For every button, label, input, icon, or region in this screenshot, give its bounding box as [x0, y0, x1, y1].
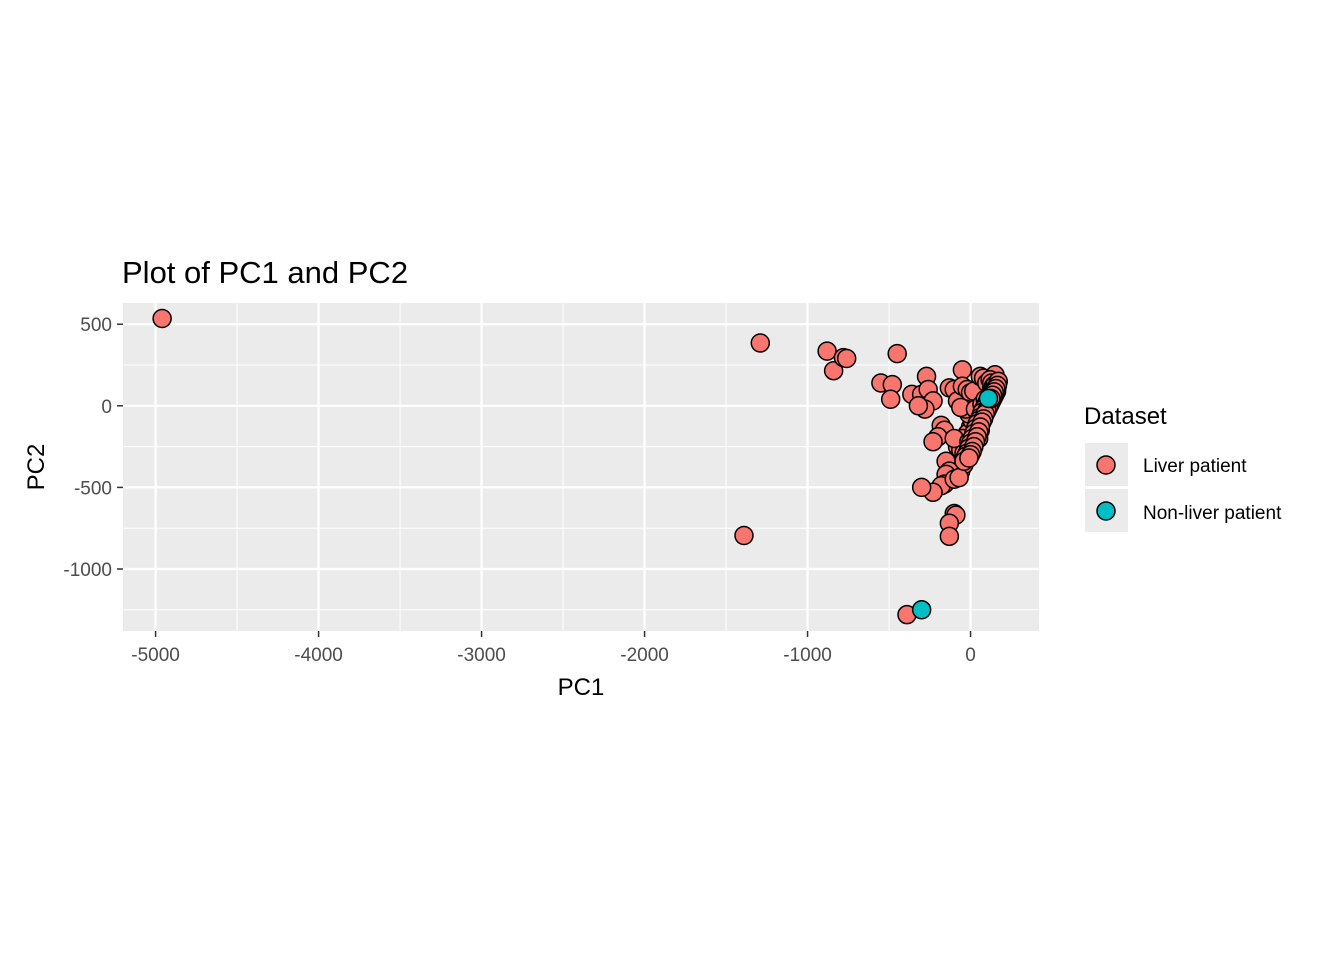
data-point-liver-patient [949, 467, 969, 488]
legend-label-liver-patient: Liver patient [1143, 456, 1247, 477]
data-point-liver-patient [836, 348, 857, 369]
legend-item-non-liver-patient: Non-liver patient [1085, 489, 1282, 532]
x-tick-label: -5000 [131, 645, 180, 666]
y-axis-title: PC2 [23, 444, 50, 491]
data-point-non-liver-patient [978, 388, 999, 409]
legend-title: Dataset [1084, 403, 1167, 430]
x-tick-label: -4000 [294, 645, 343, 666]
data-point-liver-patient [880, 389, 901, 410]
y-tick-label: -1000 [63, 560, 112, 581]
x-tick-label: -3000 [457, 645, 506, 666]
legend-label-non-liver-patient: Non-liver patient [1143, 503, 1282, 524]
y-axis: 500 0 -500 -1000 [63, 315, 123, 581]
data-point-liver-patient [823, 360, 844, 381]
data-point-liver-patient [817, 341, 837, 361]
x-axis-title: PC1 [558, 674, 605, 701]
plot-title: Plot of PC1 and PC2 [122, 255, 408, 290]
data-point-liver-patient [939, 526, 960, 547]
legend-dot-non-liver-patient [1096, 501, 1116, 521]
x-tick-label: 0 [965, 645, 976, 666]
data-point-liver-patient [952, 360, 973, 380]
legend-item-liver-patient: Liver patient [1085, 443, 1247, 486]
data-point-liver-patient [887, 343, 907, 364]
legend-dot-liver-patient [1096, 455, 1116, 475]
major-gridlines [123, 303, 1039, 631]
data-point-liver-patient [750, 333, 771, 353]
data-point-non-liver-patient [911, 600, 932, 620]
legend: Dataset Liver patient Non-liver patient [1084, 403, 1282, 532]
x-axis: -5000 -4000 -3000 -2000 -1000 0 [131, 631, 976, 666]
y-tick-label: -500 [74, 478, 112, 499]
y-tick-label: 0 [101, 397, 112, 418]
plot-panel [123, 303, 1039, 631]
y-tick-label: 500 [80, 315, 112, 336]
data-point-liver-patient [734, 525, 754, 546]
data-point-liver-patient [911, 477, 932, 498]
data-point-liver-patient [152, 308, 172, 329]
data-point-liver-patient [959, 448, 979, 468]
x-tick-label: -1000 [783, 645, 832, 666]
data-point-liver-patient [908, 396, 929, 416]
x-tick-label: -2000 [620, 645, 669, 666]
data-points [152, 308, 1009, 625]
data-point-liver-patient [923, 431, 943, 452]
